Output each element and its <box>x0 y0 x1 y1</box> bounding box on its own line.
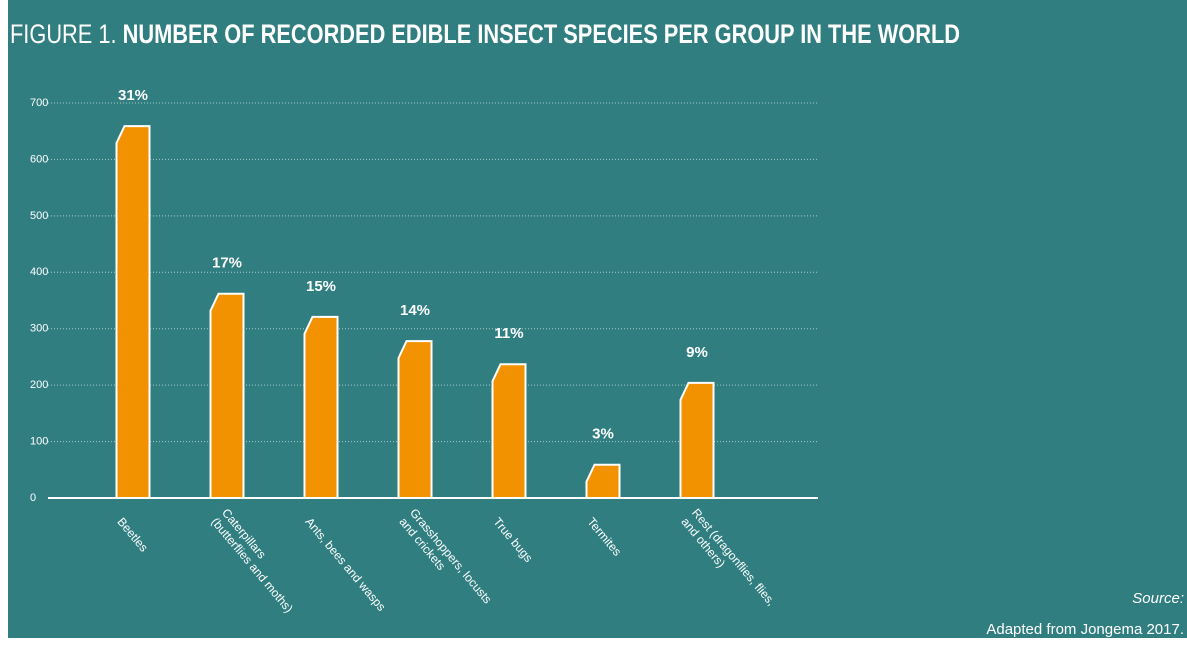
percent-label: 3% <box>592 426 614 443</box>
percent-label: 31% <box>118 87 148 104</box>
percent-label: 9% <box>686 344 708 361</box>
y-tick-label: 200 <box>30 379 48 391</box>
title-text: NUMBER OF RECORDED EDIBLE INSECT SPECIES… <box>123 19 960 49</box>
source: Adapted from Jongema 2017. <box>986 621 1184 638</box>
bar <box>491 363 527 499</box>
y-tick-label: 500 <box>30 210 48 222</box>
bar <box>115 125 151 499</box>
percent-label: 15% <box>306 278 336 295</box>
bar <box>303 315 339 499</box>
bar <box>209 292 245 499</box>
bar <box>679 381 715 499</box>
source-label: Source: <box>1132 590 1184 607</box>
y-tick-label: 600 <box>30 153 48 165</box>
y-tick-label: 0 <box>30 492 36 504</box>
chart-title: FIGURE 1. NUMBER OF RECORDED EDIBLE INSE… <box>10 19 960 49</box>
percent-label: 11% <box>494 325 523 342</box>
percent-label: 14% <box>400 302 430 319</box>
y-tick-label: 100 <box>30 435 48 447</box>
percent-label: 17% <box>212 255 242 272</box>
figure-label: FIGURE 1. <box>10 19 117 49</box>
bar <box>585 463 621 499</box>
y-tick-label: 400 <box>30 266 48 278</box>
background <box>8 0 1187 638</box>
y-tick-label: 300 <box>30 323 48 335</box>
y-tick-label: 700 <box>30 97 48 109</box>
bar <box>397 340 433 499</box>
